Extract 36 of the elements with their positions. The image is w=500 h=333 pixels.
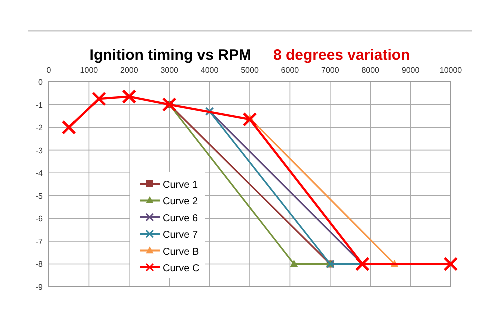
point bbox=[290, 260, 298, 268]
x-tick-label: 0 bbox=[46, 66, 52, 75]
y-tick-label: 0 bbox=[38, 78, 44, 87]
y-tick-label: -3 bbox=[36, 146, 44, 156]
x-tick-label: 10000 bbox=[440, 66, 463, 75]
legend-label: Curve C bbox=[163, 264, 200, 274]
legend-label: Curve 2 bbox=[163, 196, 198, 208]
point bbox=[92, 92, 106, 106]
y-tick-label: -5 bbox=[36, 192, 44, 201]
point bbox=[62, 120, 76, 135]
y-tick-label: -2 bbox=[36, 124, 44, 133]
x-tick-label: 1000 bbox=[80, 66, 99, 75]
legend-label: Curve B bbox=[163, 246, 200, 258]
x-tick-label: 4000 bbox=[200, 66, 220, 75]
chart-subtitle: 8 degrees variation bbox=[273, 47, 410, 64]
point bbox=[162, 98, 177, 112]
point bbox=[355, 256, 370, 272]
y-tick-label: -8 bbox=[36, 260, 44, 270]
y-tick-label: -7 bbox=[36, 237, 44, 246]
point bbox=[444, 256, 458, 272]
x-tick-label: 8000 bbox=[362, 66, 380, 75]
legend-label: Curve 1 bbox=[163, 180, 198, 191]
x-tick-label: 6000 bbox=[281, 66, 300, 75]
legend-label: Curve 7 bbox=[163, 230, 198, 242]
chart-title: Ignition timing vs RPM bbox=[90, 47, 252, 64]
point bbox=[122, 90, 137, 104]
x-tick-label: 5000 bbox=[241, 66, 260, 75]
x-tick-label: 3000 bbox=[160, 66, 180, 75]
y-tick-label: -4 bbox=[36, 169, 44, 178]
y-tick-label: -9 bbox=[36, 283, 44, 292]
legend-label: Curve 6 bbox=[163, 213, 198, 224]
x-tick-label: 2000 bbox=[120, 66, 139, 75]
x-tick-label: 9000 bbox=[402, 66, 420, 75]
y-tick-label: -6 bbox=[36, 214, 44, 224]
x-tick-label: 7000 bbox=[322, 66, 340, 75]
y-tick-label: -1 bbox=[36, 100, 44, 110]
